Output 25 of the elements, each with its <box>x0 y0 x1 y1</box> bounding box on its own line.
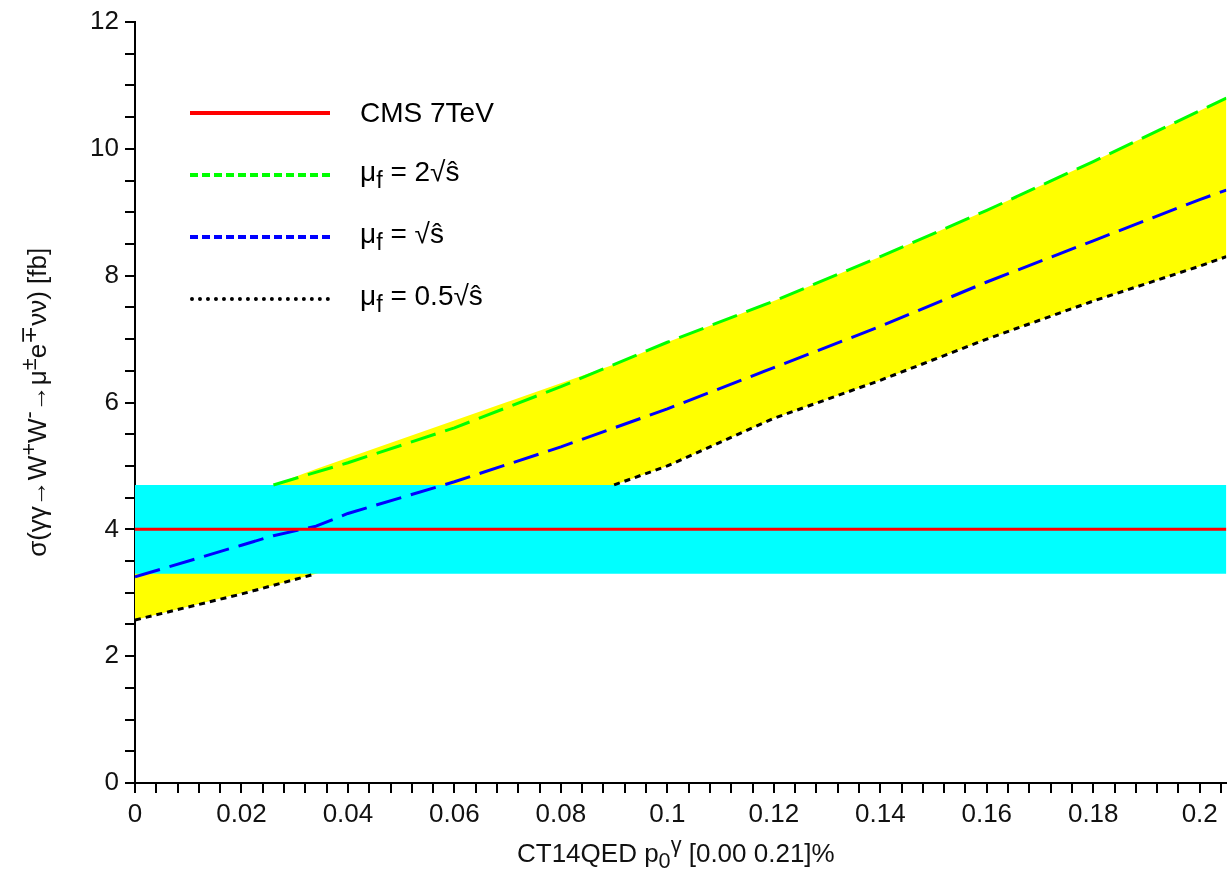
y-tick-label: 4 <box>104 512 119 543</box>
x-tick-label: 0.08 <box>535 797 587 828</box>
x-tick-label: 0.18 <box>1067 797 1119 828</box>
x-tick-label: 0.12 <box>748 797 800 828</box>
line-series <box>271 96 1227 487</box>
legend-label: CMS 7TeV <box>360 97 494 129</box>
y-tick-label: 12 <box>90 5 119 36</box>
y-tick-label: 2 <box>104 639 119 670</box>
line-series <box>135 188 1227 579</box>
x-tick-label: 0.1 <box>649 797 686 828</box>
y-tick-label: 0 <box>104 766 119 797</box>
x-tick-label: 0.04 <box>322 797 374 828</box>
y-tick-label: 6 <box>104 385 119 416</box>
x-axis-title: CT14QED p$_{0}$$^{γ}$ [0.00 0.21]% <box>517 832 835 874</box>
x-tick-label: 0.14 <box>854 797 906 828</box>
x-tick-label: 0.06 <box>429 797 480 828</box>
y-tick-label: 10 <box>90 132 119 163</box>
y-tick-label: 8 <box>104 258 119 289</box>
x-tick-label: 0.02 <box>216 797 267 828</box>
x-tick-label: 0.2 <box>1181 797 1218 828</box>
legend-label: μ$_{f}$ = 0.5√ŝ <box>360 280 483 318</box>
legend-label: μ$_{f}$ = √ŝ <box>360 218 444 256</box>
x-tick-label: 0 <box>127 797 143 828</box>
legend-label: μ$_{f}$ = 2√ŝ <box>360 156 460 194</box>
x-tick-label: 0.16 <box>961 797 1013 828</box>
